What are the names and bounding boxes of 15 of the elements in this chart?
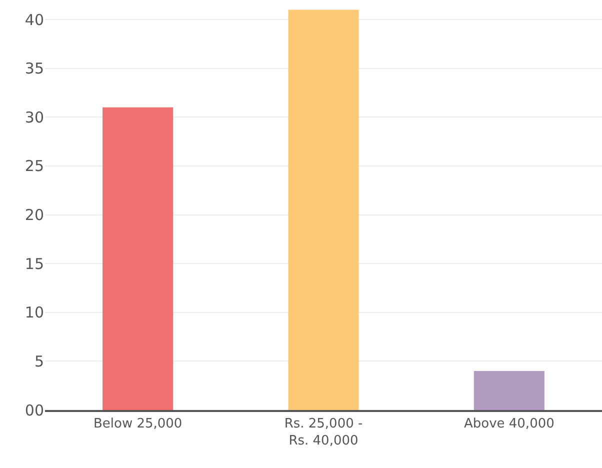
- x-tick-label: Below 25,000: [93, 416, 182, 432]
- x-tick-label: Above 40,000: [464, 416, 554, 432]
- bar: [288, 10, 359, 410]
- y-tick-label: 25: [24, 157, 44, 176]
- y-tick-label: 00: [24, 401, 44, 420]
- bar: [474, 370, 544, 410]
- y-tick-label: 40: [24, 10, 44, 29]
- bar: [102, 107, 174, 410]
- y-tick-label: 20: [24, 206, 44, 224]
- y-tick-label: 5: [34, 352, 44, 370]
- y-tick-label: 35: [24, 60, 44, 78]
- y-tick-label: 10: [24, 304, 44, 322]
- y-tick-label: 15: [24, 254, 44, 273]
- y-tick-label: 30: [24, 108, 44, 126]
- x-tick-label: Rs. 25,000 - Rs. 40,000: [284, 416, 363, 448]
